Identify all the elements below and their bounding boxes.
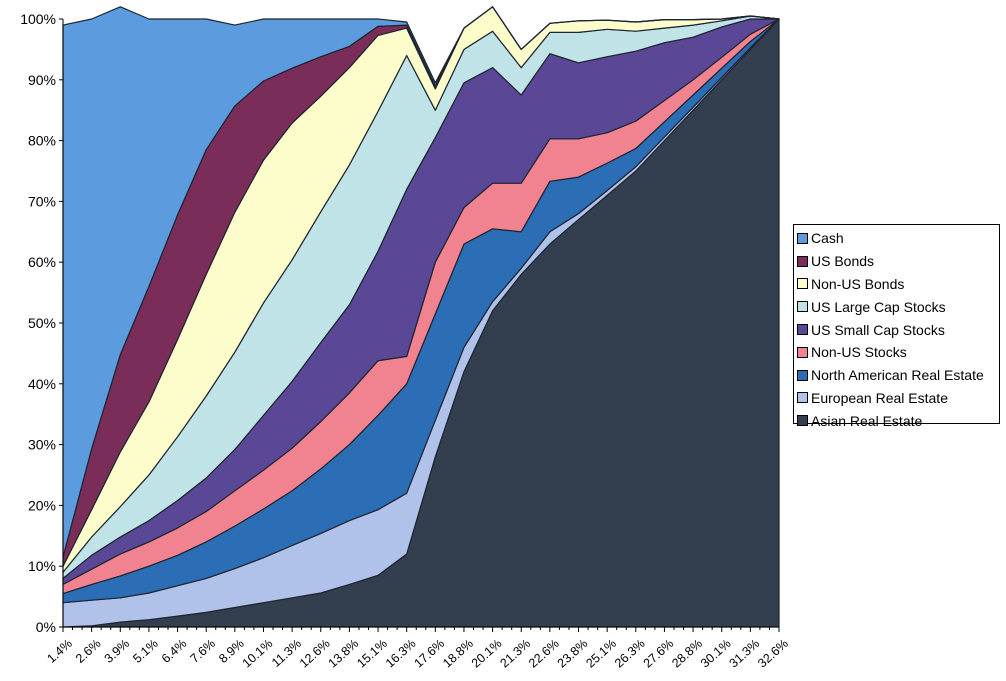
x-tick-label: 21.3% [497,636,533,670]
legend-swatch [797,415,808,427]
y-tick-label: 20% [28,497,56,513]
y-tick-label: 50% [28,315,56,331]
y-tick-label: 40% [28,376,56,392]
legend-label: European Real Estate [811,389,948,406]
legend-item-north-american-real-estate: North American Real Estate [797,364,999,387]
x-tick-label: 25.1% [583,636,619,670]
x-tick-label: 16.3% [383,636,419,670]
legend-label: Asian Real Estate [811,412,923,429]
legend-item-us-small-cap-stocks: US Small Cap Stocks [797,318,999,341]
y-tick-label: 0% [36,619,56,635]
x-tick-label: 18.8% [440,636,476,670]
legend-swatch [797,324,808,336]
x-tick-label: 6.4% [159,636,190,665]
legend-label: US Small Cap Stocks [811,321,945,338]
x-tick-label: 5.1% [130,636,161,665]
legend-item-european-real-estate: European Real Estate [797,387,999,410]
x-tick-label: 10.1% [240,636,276,670]
legend-label: US Large Cap Stocks [811,298,946,315]
x-axis-tick-labels: 1.4%2.6%3.9%5.1%6.4%7.6%8.9%10.1%11.3%12… [44,636,791,670]
x-tick-label: 23.8% [555,636,591,670]
x-tick-label: 7.6% [188,636,219,665]
legend: Cash US Bonds Non-US Bonds US Large Cap Sto… [793,224,1000,429]
legend-label: Non-US Bonds [811,275,905,292]
y-tick-label: 10% [28,558,56,574]
legend-swatch [797,255,808,267]
legend-label: US Bonds [811,253,875,270]
legend-swatch [797,232,808,244]
legend-swatch [797,301,808,313]
x-tick-label: 26.3% [612,636,648,670]
legend-item-us-large-cap-stocks: US Large Cap Stocks [797,295,999,318]
legend-swatch [797,346,808,358]
x-tick-label: 15.1% [354,636,390,670]
x-tick-label: 27.6% [641,636,677,670]
x-tick-label: 12.6% [297,636,333,670]
x-tick-label: 20.1% [469,636,505,670]
legend-item-non-us-stocks: Non-US Stocks [797,341,999,364]
y-axis-tick-labels: 0% 10% 20% 30% 40% 50% 60% 70% 80% 90% 100% [20,11,56,635]
x-tick-label: 11.3% [269,636,304,669]
legend-item-us-bonds: US Bonds [797,250,999,273]
legend-swatch [797,392,808,404]
axes [59,18,780,632]
x-tick-label: 22.6% [526,636,562,670]
area-layers [62,6,780,628]
x-tick-label: 3.9% [102,636,133,665]
area-series-cash [62,6,780,558]
y-tick-label: 60% [28,254,56,270]
y-tick-label: 70% [28,193,56,209]
legend-swatch [797,369,808,381]
legend-item-cash: Cash [797,227,999,250]
y-tick-label: 30% [28,437,56,453]
y-tick-label: 90% [28,72,56,88]
x-tick-label: 17.6% [411,636,447,670]
legend-label: North American Real Estate [811,367,984,384]
x-tick-label: 13.8% [326,636,362,670]
x-tick-label: 31.3% [727,636,763,670]
legend-label: Cash [811,230,844,247]
x-tick-label: 28.8% [669,636,705,670]
x-tick-label: 2.6% [73,636,104,665]
legend-swatch [797,278,808,290]
legend-label: Non-US Stocks [811,344,907,361]
x-tick-label: 1.4% [44,636,75,665]
x-tick-label: 32.6% [755,636,791,670]
legend-item-asian-real-estate: Asian Real Estate [797,409,999,432]
x-tick-label: 30.1% [698,636,734,670]
y-tick-label: 80% [28,133,56,149]
legend-item-non-us-bonds: Non-US Bonds [797,273,999,296]
y-tick-label: 100% [20,11,56,27]
